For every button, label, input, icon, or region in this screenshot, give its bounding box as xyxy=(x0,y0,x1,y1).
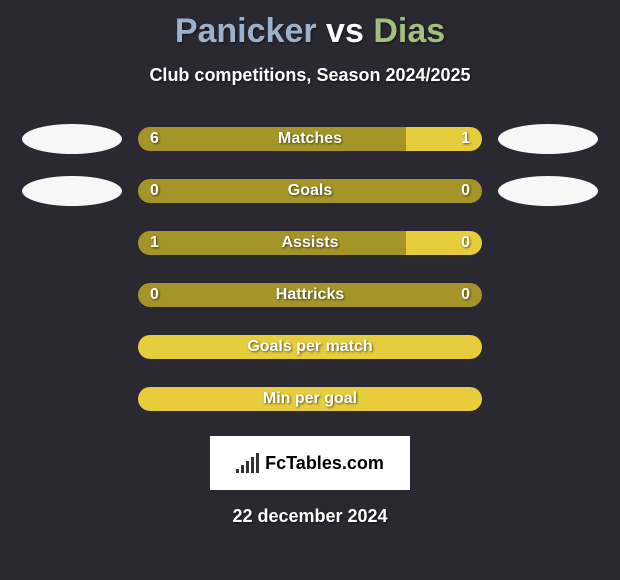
spacer xyxy=(22,280,122,310)
stat-value-player2: 0 xyxy=(461,286,470,304)
stat-value-player2: 0 xyxy=(461,234,470,252)
spacer xyxy=(22,384,122,414)
stat-value-player1: 0 xyxy=(150,286,159,304)
bar-segment-player1 xyxy=(138,231,406,255)
spacer xyxy=(22,332,122,362)
subtitle: Club competitions, Season 2024/2025 xyxy=(0,65,620,86)
stat-name-label: Hattricks xyxy=(276,286,344,304)
comparison-title: Panicker vs Dias xyxy=(0,0,620,51)
player1-avatar-ellipse xyxy=(22,124,122,154)
stat-name-label: Goals per match xyxy=(247,338,372,356)
stat-name-label: Goals xyxy=(288,182,332,200)
bar-segment-player1 xyxy=(138,127,406,151)
spacer xyxy=(498,280,598,310)
stat-value-player1: 6 xyxy=(150,130,159,148)
player2-avatar-ellipse xyxy=(498,176,598,206)
logo-text: FcTables.com xyxy=(265,453,384,474)
stat-name-label: Min per goal xyxy=(263,390,357,408)
player2-name: Dias xyxy=(373,12,445,50)
stat-bar: Min per goal xyxy=(138,387,482,411)
spacer xyxy=(498,228,598,258)
stat-bar: 6 1 Matches xyxy=(138,127,482,151)
stat-bar: 0 0 Goals xyxy=(138,179,482,203)
spacer xyxy=(22,228,122,258)
bar-segment-player2 xyxy=(406,127,482,151)
stat-row: Min per goal xyxy=(0,384,620,414)
stat-bar: 0 0 Hattricks xyxy=(138,283,482,307)
vs-label: vs xyxy=(326,12,364,50)
chart-area: 6 1 Matches 0 0 Goals 1 0 Assists 0 0 Hattricks Goal… xyxy=(0,124,620,414)
player1-name: Panicker xyxy=(175,12,317,50)
stat-row: Goals per match xyxy=(0,332,620,362)
stat-value-player2: 0 xyxy=(461,182,470,200)
player1-avatar-ellipse xyxy=(22,176,122,206)
stat-value-player1: 1 xyxy=(150,234,159,252)
stat-name-label: Matches xyxy=(278,130,342,148)
stat-value-player2: 1 xyxy=(461,130,470,148)
footer-date: 22 december 2024 xyxy=(0,506,620,527)
stat-name-label: Assists xyxy=(282,234,339,252)
spacer xyxy=(498,384,598,414)
stat-row: 6 1 Matches xyxy=(0,124,620,154)
stat-bar: 1 0 Assists xyxy=(138,231,482,255)
logo-chart-icon xyxy=(236,453,259,473)
stat-bar: Goals per match xyxy=(138,335,482,359)
stat-row: 1 0 Assists xyxy=(0,228,620,258)
player2-avatar-ellipse xyxy=(498,124,598,154)
logo-box: FcTables.com xyxy=(210,436,410,490)
bar-segment-player2 xyxy=(406,231,482,255)
stat-row: 0 0 Goals xyxy=(0,176,620,206)
spacer xyxy=(498,332,598,362)
stat-value-player1: 0 xyxy=(150,182,159,200)
stat-row: 0 0 Hattricks xyxy=(0,280,620,310)
